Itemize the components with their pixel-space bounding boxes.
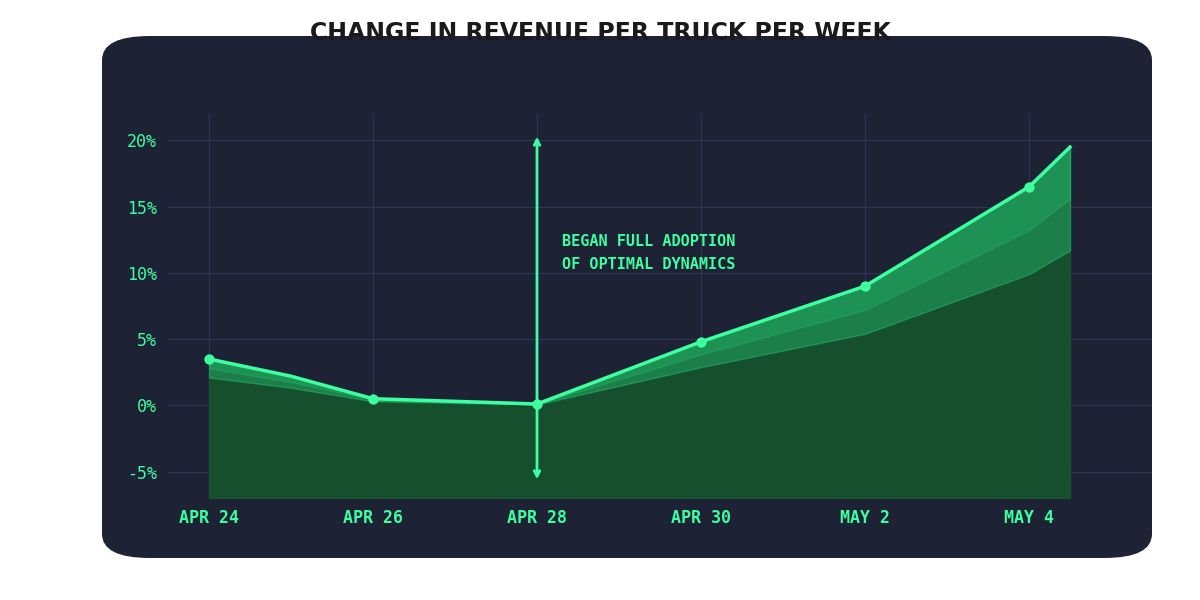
Point [1020, 182, 1039, 191]
Point [856, 281, 875, 291]
Text: CHANGE IN REVENUE PER TRUCK PER WEEK: CHANGE IN REVENUE PER TRUCK PER WEEK [310, 21, 890, 45]
Point [528, 399, 547, 409]
Point [199, 354, 218, 364]
Point [691, 337, 710, 347]
Text: BEGAN FULL ADOPTION
OF OPTIMAL DYNAMICS: BEGAN FULL ADOPTION OF OPTIMAL DYNAMICS [562, 235, 734, 272]
Point [364, 394, 383, 403]
